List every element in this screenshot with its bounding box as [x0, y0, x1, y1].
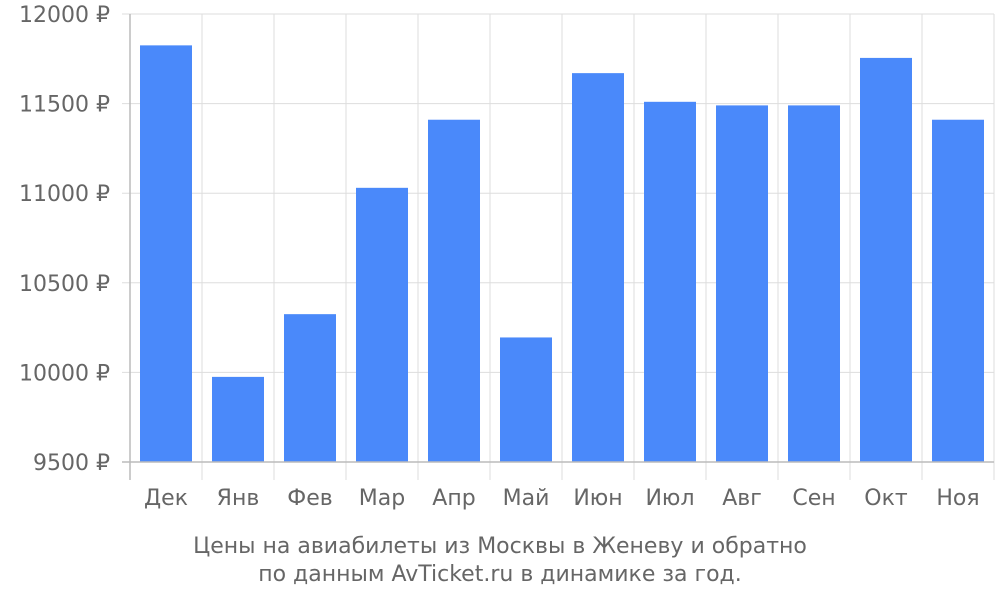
x-tick-label: Апр: [432, 486, 475, 511]
axes: [122, 14, 994, 480]
y-tick-label: 12000 ₽: [19, 3, 110, 28]
x-tick-label: Июн: [573, 486, 622, 511]
x-tick-label: Мар: [359, 486, 405, 511]
y-tick-label: 11000 ₽: [19, 182, 110, 207]
x-tick-label: Май: [503, 486, 550, 511]
bar-Апр: [428, 119, 480, 462]
bar-Сен: [788, 105, 840, 462]
y-tick-label: 10500 ₽: [19, 272, 110, 297]
bar-Июн: [572, 73, 624, 463]
grid: [122, 13, 995, 480]
y-tick-label: 9500 ₽: [33, 451, 110, 476]
tick-labels: 9500 ₽ 10000 ₽ 10500 ₽ 11000 ₽ 11500 ₽ 12000 …: [19, 3, 980, 511]
x-tick-label: Фев: [287, 486, 332, 511]
x-tick-label: Сен: [792, 486, 835, 511]
bar-Окт: [860, 57, 912, 463]
y-tick-label: 10000 ₽: [19, 361, 110, 386]
bar-Дек: [140, 45, 192, 463]
x-tick-label: Авг: [722, 486, 762, 511]
y-tick-label: 11500 ₽: [19, 93, 110, 118]
bar-Мар: [356, 187, 408, 462]
x-tick-label: Окт: [864, 486, 908, 511]
bar-Май: [500, 337, 552, 462]
x-tick-label: Ноя: [936, 486, 979, 511]
bar-Янв: [212, 376, 264, 462]
bar-Июл: [644, 101, 696, 463]
x-tick-label: Янв: [217, 486, 260, 511]
bar-chart: 9500 ₽ 10000 ₽ 10500 ₽ 11000 ₽ 11500 ₽ 12000 …: [19, 3, 995, 511]
bar-Фев: [284, 314, 336, 462]
chart-caption-line-2: по данным AvTicket.ru в динамике за год.: [258, 562, 742, 587]
bars: [140, 45, 984, 463]
bar-Авг: [716, 105, 768, 462]
x-tick-label: Дек: [144, 486, 188, 511]
chart-caption-line-1: Цены на авиабилеты из Москвы в Женеву и …: [193, 534, 807, 559]
x-tick-label: Июл: [645, 486, 694, 511]
bar-Ноя: [932, 119, 984, 462]
